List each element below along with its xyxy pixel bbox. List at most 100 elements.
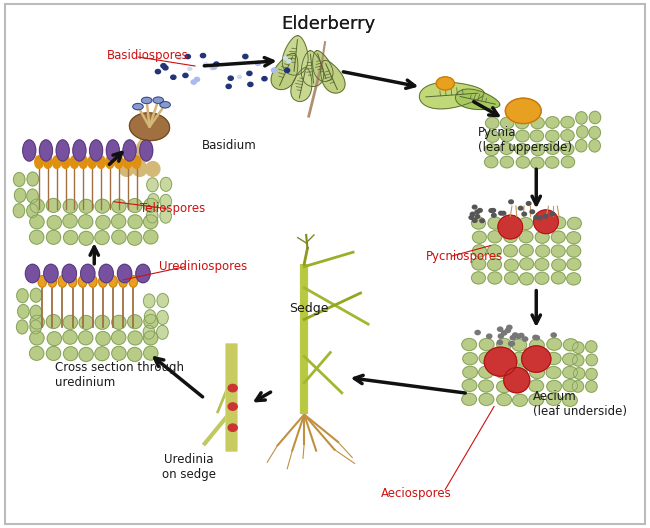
Circle shape: [475, 331, 480, 335]
Ellipse shape: [142, 97, 152, 103]
Ellipse shape: [534, 210, 558, 233]
Ellipse shape: [586, 369, 597, 380]
Ellipse shape: [95, 347, 109, 361]
Circle shape: [505, 328, 510, 333]
Ellipse shape: [13, 204, 25, 218]
Ellipse shape: [561, 156, 575, 168]
Ellipse shape: [88, 156, 96, 168]
Ellipse shape: [515, 117, 528, 129]
Circle shape: [480, 219, 484, 223]
Ellipse shape: [81, 264, 95, 283]
Ellipse shape: [504, 217, 519, 229]
Ellipse shape: [144, 215, 158, 229]
Ellipse shape: [504, 231, 517, 242]
Ellipse shape: [30, 305, 42, 319]
Ellipse shape: [484, 347, 517, 376]
Ellipse shape: [63, 315, 77, 329]
Ellipse shape: [473, 231, 486, 243]
Ellipse shape: [40, 140, 53, 161]
Circle shape: [248, 82, 253, 87]
Ellipse shape: [472, 258, 486, 270]
Ellipse shape: [488, 231, 502, 243]
Ellipse shape: [127, 347, 142, 362]
Circle shape: [228, 403, 237, 410]
Ellipse shape: [68, 276, 77, 287]
Ellipse shape: [30, 331, 44, 345]
Text: Aecium
(leaf underside): Aecium (leaf underside): [533, 390, 627, 418]
Polygon shape: [301, 51, 324, 87]
Ellipse shape: [576, 112, 587, 124]
Circle shape: [228, 424, 237, 431]
Ellipse shape: [140, 140, 153, 161]
Ellipse shape: [567, 218, 581, 230]
Ellipse shape: [497, 381, 512, 393]
Ellipse shape: [500, 156, 514, 168]
Circle shape: [478, 209, 482, 212]
Ellipse shape: [112, 230, 126, 244]
Ellipse shape: [529, 353, 544, 365]
Ellipse shape: [567, 245, 580, 257]
Ellipse shape: [35, 156, 44, 168]
Circle shape: [522, 212, 526, 216]
Ellipse shape: [29, 230, 44, 244]
Ellipse shape: [157, 325, 168, 340]
Ellipse shape: [160, 194, 172, 208]
Ellipse shape: [560, 143, 574, 155]
Ellipse shape: [519, 244, 533, 257]
Text: Elderberry: Elderberry: [281, 15, 376, 33]
Ellipse shape: [157, 310, 168, 324]
Ellipse shape: [512, 352, 527, 364]
Ellipse shape: [44, 264, 58, 283]
Ellipse shape: [144, 315, 158, 328]
Ellipse shape: [128, 215, 142, 229]
Ellipse shape: [79, 315, 94, 329]
Ellipse shape: [133, 156, 140, 168]
Ellipse shape: [58, 276, 67, 287]
Circle shape: [491, 209, 495, 212]
Circle shape: [162, 65, 168, 70]
Circle shape: [510, 342, 515, 346]
Ellipse shape: [462, 338, 476, 351]
Ellipse shape: [504, 367, 530, 393]
Ellipse shape: [504, 272, 519, 284]
Ellipse shape: [513, 394, 527, 407]
Ellipse shape: [127, 231, 142, 246]
Ellipse shape: [586, 381, 597, 392]
Circle shape: [501, 211, 506, 215]
Ellipse shape: [56, 140, 69, 161]
Circle shape: [509, 200, 514, 204]
Ellipse shape: [563, 353, 577, 365]
Text: Pycnia
(leaf upperside): Pycnia (leaf upperside): [478, 126, 572, 154]
Ellipse shape: [479, 352, 494, 364]
Ellipse shape: [129, 276, 138, 287]
Ellipse shape: [500, 130, 514, 142]
Ellipse shape: [123, 140, 136, 161]
Ellipse shape: [586, 341, 597, 352]
Circle shape: [475, 210, 480, 214]
Ellipse shape: [519, 273, 534, 285]
Ellipse shape: [471, 217, 486, 229]
Ellipse shape: [90, 140, 103, 161]
Ellipse shape: [552, 216, 566, 229]
Circle shape: [283, 56, 287, 60]
Ellipse shape: [485, 144, 499, 156]
Ellipse shape: [563, 366, 577, 379]
Ellipse shape: [497, 338, 512, 351]
Ellipse shape: [157, 294, 168, 307]
Ellipse shape: [95, 231, 109, 244]
Ellipse shape: [530, 339, 544, 351]
Ellipse shape: [577, 126, 588, 138]
Circle shape: [497, 327, 502, 331]
Ellipse shape: [97, 156, 105, 168]
Circle shape: [262, 77, 267, 81]
Circle shape: [185, 54, 190, 59]
Ellipse shape: [88, 276, 97, 287]
Polygon shape: [282, 36, 308, 75]
Ellipse shape: [106, 156, 114, 168]
Circle shape: [471, 212, 475, 216]
Ellipse shape: [70, 156, 79, 168]
Ellipse shape: [561, 130, 574, 142]
Ellipse shape: [109, 276, 117, 287]
Text: Cross section through
uredinium: Cross section through uredinium: [55, 361, 184, 389]
Circle shape: [204, 63, 208, 66]
